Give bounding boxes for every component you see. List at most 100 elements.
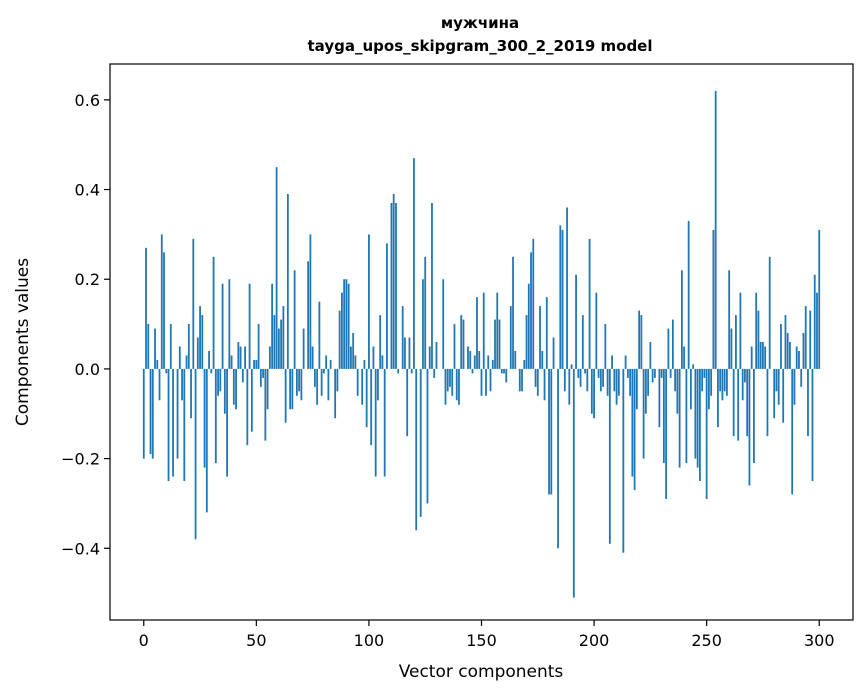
bar: [433, 368, 436, 378]
bar: [460, 315, 463, 369]
bar: [588, 238, 591, 369]
bar: [413, 158, 415, 369]
bar: [295, 368, 298, 396]
bar: [649, 342, 652, 369]
bar: [755, 292, 758, 369]
bar: [352, 333, 355, 369]
bar: [717, 368, 719, 428]
bar: [451, 368, 454, 396]
bar: [282, 306, 285, 369]
bar: [606, 368, 609, 396]
bar: [462, 319, 465, 369]
bar: [523, 359, 526, 369]
bar: [491, 359, 494, 369]
bar: [334, 368, 337, 419]
bar: [293, 270, 296, 369]
bar: [217, 368, 219, 396]
bar: [482, 292, 485, 369]
bar: [726, 368, 728, 396]
bar: [543, 368, 546, 401]
bar: [500, 368, 503, 374]
bar: [291, 368, 294, 410]
bar: [428, 346, 431, 369]
bar: [453, 324, 456, 369]
bar: [671, 319, 674, 369]
bar: [248, 283, 251, 369]
bar: [701, 368, 704, 392]
bar: [611, 355, 613, 369]
bar-series: [142, 90, 821, 598]
bar: [584, 368, 586, 374]
bar: [172, 368, 174, 477]
bar: [343, 279, 346, 369]
bar: [194, 368, 197, 540]
bar: [178, 346, 181, 369]
bar: [762, 342, 764, 369]
bar: [151, 368, 154, 459]
bar: [635, 368, 638, 410]
bar: [422, 279, 424, 369]
y-tick-label: 0.4: [75, 181, 100, 200]
x-axis-label: Vector components: [399, 662, 564, 682]
bar: [205, 368, 208, 513]
bar: [320, 368, 323, 396]
bar: [226, 368, 228, 477]
x-tick-label: 0: [139, 631, 149, 650]
bar: [147, 324, 150, 369]
bar: [599, 368, 602, 392]
bar: [512, 256, 514, 369]
bar: [753, 368, 755, 464]
bar: [313, 368, 316, 387]
bar: [793, 368, 796, 405]
bar: [559, 225, 562, 369]
bar: [633, 368, 636, 490]
bar: [775, 368, 778, 392]
bar: [712, 229, 715, 369]
bar: [642, 368, 645, 459]
bar: [777, 368, 780, 405]
bar: [415, 368, 418, 531]
bar: [696, 368, 699, 468]
bar: [581, 315, 584, 369]
bar: [223, 368, 226, 414]
bar: [228, 279, 231, 369]
bar: [158, 368, 161, 401]
bar: [586, 368, 589, 392]
bar: [746, 368, 749, 437]
bar: [446, 368, 449, 392]
bar: [235, 368, 237, 410]
bar: [730, 328, 733, 369]
bar: [444, 368, 447, 405]
bar: [250, 368, 253, 432]
bar: [723, 368, 726, 392]
bar: [782, 368, 785, 423]
bar: [579, 368, 582, 387]
bar: [545, 297, 548, 369]
y-tick-label: 0.2: [75, 270, 100, 289]
bar: [629, 368, 631, 396]
bar: [694, 368, 697, 459]
bar: [280, 319, 283, 369]
bar: [590, 368, 593, 414]
bar: [142, 368, 145, 459]
bar: [680, 270, 683, 369]
bar: [683, 346, 686, 369]
bar: [653, 368, 656, 378]
bar: [818, 229, 821, 369]
bar: [514, 350, 517, 369]
bar: [246, 368, 249, 446]
bar: [449, 368, 451, 387]
x-tick-label: 200: [579, 631, 610, 650]
bar: [692, 364, 695, 369]
bar: [325, 355, 328, 369]
y-tick-label: −0.4: [61, 539, 100, 558]
bar: [689, 368, 692, 410]
bar: [496, 292, 499, 369]
bar: [525, 315, 528, 369]
bar: [397, 368, 400, 374]
bar: [617, 368, 620, 396]
bar: [626, 368, 629, 378]
bar: [241, 368, 244, 383]
bar: [699, 368, 701, 481]
